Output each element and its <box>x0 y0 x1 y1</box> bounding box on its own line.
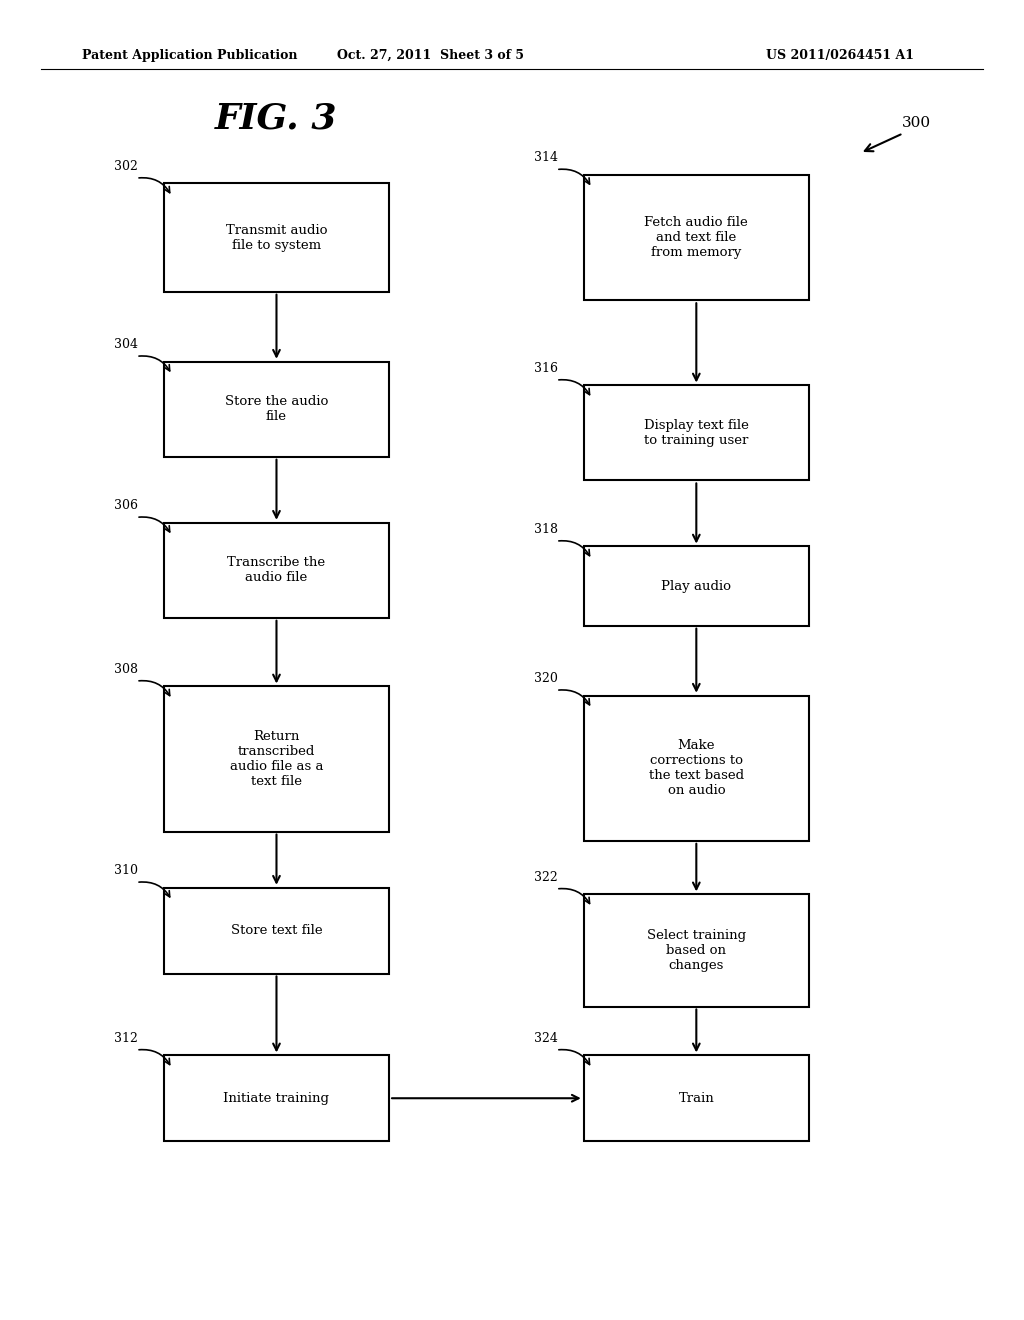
Text: Transmit audio
file to system: Transmit audio file to system <box>225 223 328 252</box>
Text: 312: 312 <box>115 1032 138 1045</box>
Text: Initiate training: Initiate training <box>223 1092 330 1105</box>
FancyBboxPatch shape <box>164 523 389 618</box>
FancyBboxPatch shape <box>584 1056 809 1140</box>
Text: 304: 304 <box>115 338 138 351</box>
Text: 306: 306 <box>115 499 138 512</box>
Text: Patent Application Publication: Patent Application Publication <box>82 49 297 62</box>
Text: US 2011/0264451 A1: US 2011/0264451 A1 <box>766 49 913 62</box>
Text: 320: 320 <box>535 672 558 685</box>
Text: 308: 308 <box>115 663 138 676</box>
FancyBboxPatch shape <box>164 1056 389 1140</box>
FancyBboxPatch shape <box>584 176 809 301</box>
Text: Fetch audio file
and text file
from memory: Fetch audio file and text file from memo… <box>644 216 749 259</box>
Text: Return
transcribed
audio file as a
text file: Return transcribed audio file as a text … <box>229 730 324 788</box>
Text: Make
corrections to
the text based
on audio: Make corrections to the text based on au… <box>649 739 743 797</box>
FancyBboxPatch shape <box>584 546 809 626</box>
Text: Oct. 27, 2011  Sheet 3 of 5: Oct. 27, 2011 Sheet 3 of 5 <box>337 49 523 62</box>
Text: FIG. 3: FIG. 3 <box>215 102 338 136</box>
Text: Store the audio
file: Store the audio file <box>225 395 328 424</box>
Text: Play audio: Play audio <box>662 579 731 593</box>
FancyBboxPatch shape <box>164 183 389 292</box>
Text: Train: Train <box>679 1092 714 1105</box>
Text: Display text file
to training user: Display text file to training user <box>644 418 749 447</box>
FancyBboxPatch shape <box>164 362 389 457</box>
Text: 302: 302 <box>115 160 138 173</box>
Text: 310: 310 <box>115 865 138 878</box>
FancyBboxPatch shape <box>164 686 389 832</box>
Text: Transcribe the
audio file: Transcribe the audio file <box>227 556 326 585</box>
Text: 318: 318 <box>535 523 558 536</box>
FancyBboxPatch shape <box>584 696 809 841</box>
Text: 316: 316 <box>535 362 558 375</box>
Text: Store text file: Store text file <box>230 924 323 937</box>
FancyBboxPatch shape <box>584 385 809 480</box>
Text: 300: 300 <box>902 116 931 129</box>
FancyBboxPatch shape <box>164 888 389 974</box>
Text: 324: 324 <box>535 1032 558 1045</box>
Text: 322: 322 <box>535 871 558 884</box>
FancyBboxPatch shape <box>584 895 809 1006</box>
Text: 314: 314 <box>535 152 558 165</box>
Text: Select training
based on
changes: Select training based on changes <box>647 929 745 972</box>
